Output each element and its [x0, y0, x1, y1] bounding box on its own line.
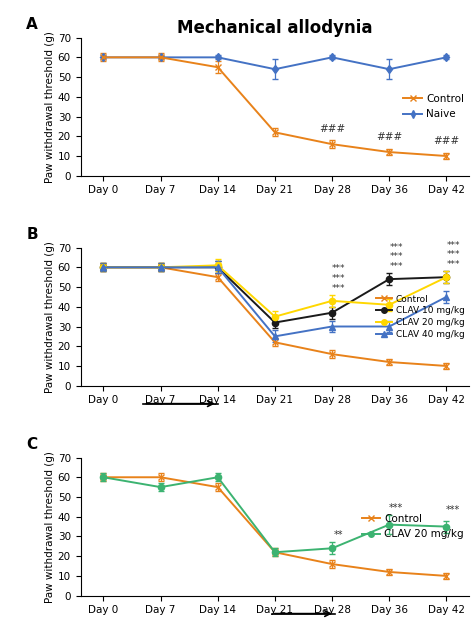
Text: ***: ***	[447, 260, 460, 269]
Text: ###: ###	[433, 136, 459, 146]
Text: B: B	[26, 227, 38, 242]
Legend: Control, Naive: Control, Naive	[403, 94, 464, 119]
Text: ***: ***	[389, 243, 403, 251]
Text: C: C	[26, 437, 37, 452]
Text: ###: ###	[376, 132, 402, 142]
Text: ***: ***	[332, 264, 346, 273]
Y-axis label: Paw withdrawal threshold (g): Paw withdrawal threshold (g)	[45, 31, 55, 182]
Text: **: **	[334, 530, 344, 540]
Text: ###: ###	[319, 124, 345, 134]
Title: Mechanical allodynia: Mechanical allodynia	[177, 19, 373, 38]
Text: ***: ***	[389, 253, 403, 261]
Text: ***: ***	[389, 262, 403, 271]
Text: ***: ***	[332, 274, 346, 283]
Text: A: A	[26, 17, 38, 32]
Text: ***: ***	[447, 241, 460, 250]
Legend: Control, CLAV 20 mg/kg: Control, CLAV 20 mg/kg	[362, 514, 464, 539]
Text: ***: ***	[389, 503, 403, 513]
Text: ***: ***	[447, 250, 460, 260]
Y-axis label: Paw withdrawal threshold (g): Paw withdrawal threshold (g)	[45, 451, 55, 603]
Text: ***: ***	[332, 284, 346, 293]
Text: ***: ***	[446, 505, 460, 515]
Legend: Control, CLAV 10 mg/kg, CLAV 20 mg/kg, CLAV 40 mg/kg: Control, CLAV 10 mg/kg, CLAV 20 mg/kg, C…	[376, 295, 465, 339]
Y-axis label: Paw withdrawal threshold (g): Paw withdrawal threshold (g)	[45, 241, 55, 393]
